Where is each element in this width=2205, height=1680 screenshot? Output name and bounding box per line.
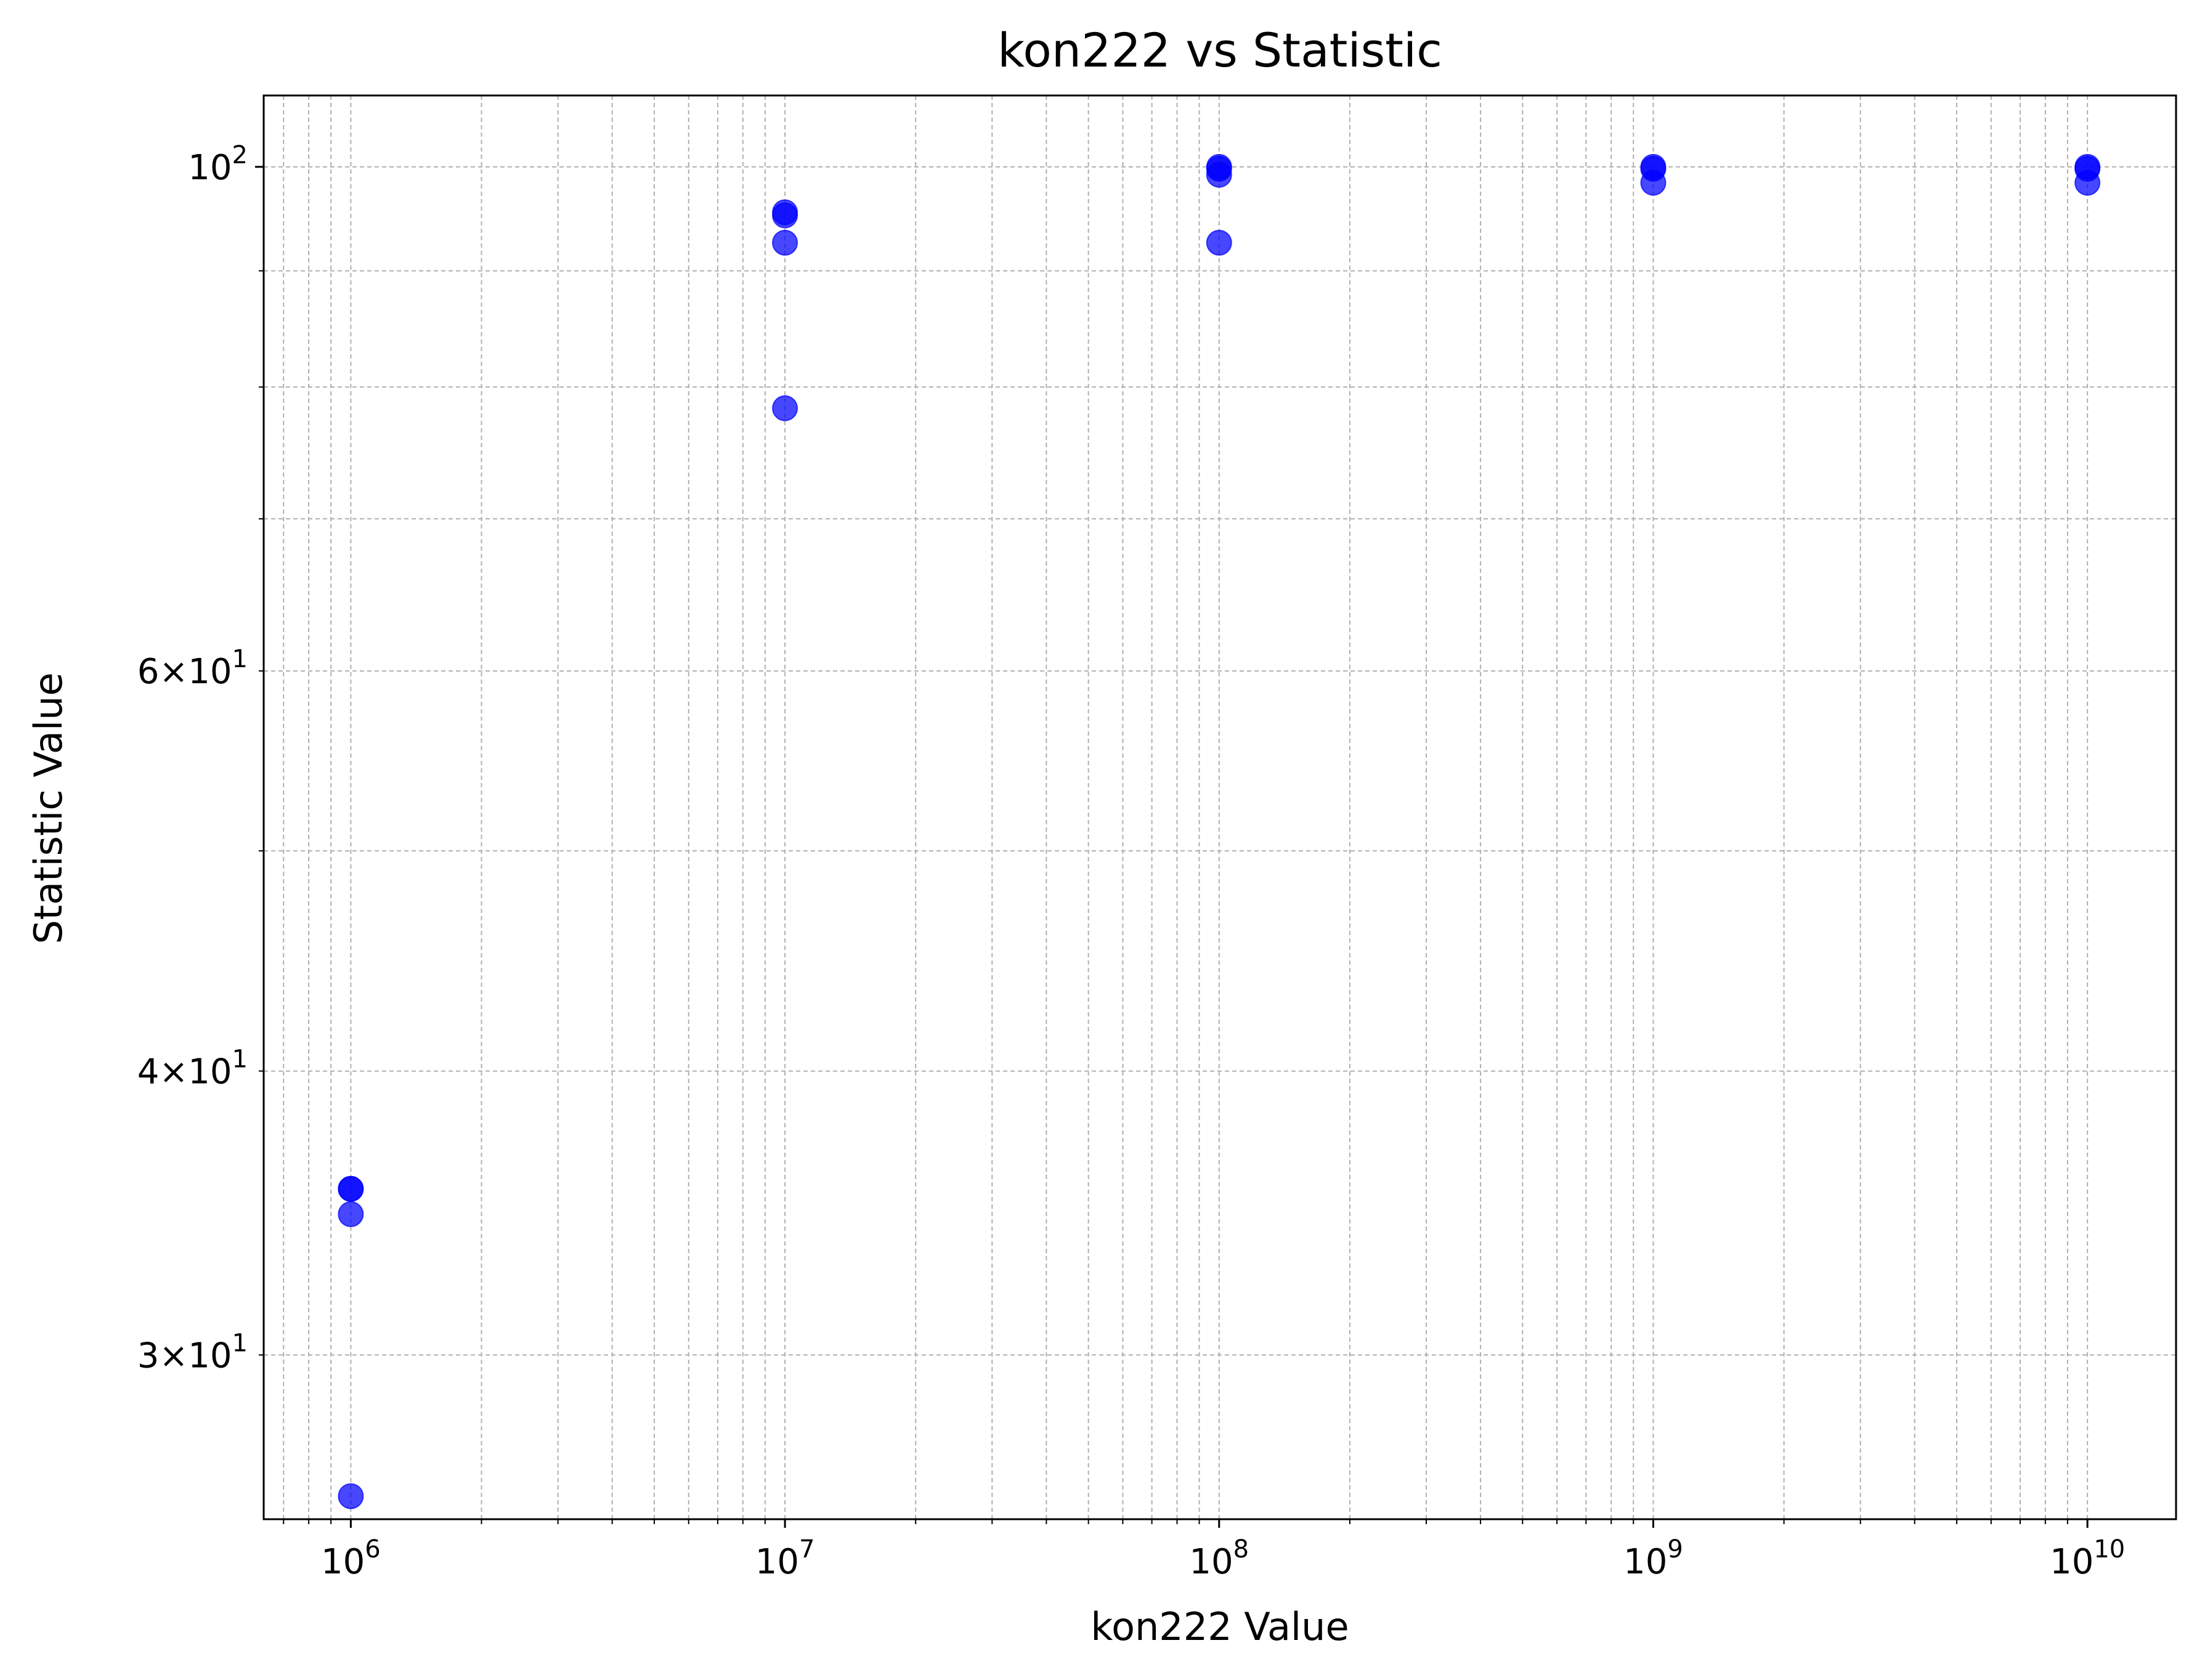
- y-tick-label: 6×101: [137, 645, 248, 692]
- data-point: [1640, 169, 1667, 196]
- chart-title: kon222 vs Statistic: [997, 23, 1442, 78]
- x-tick-label: 1010: [2050, 1535, 2125, 1582]
- data-points: [338, 153, 2101, 1509]
- data-point: [772, 202, 798, 229]
- axis-ticks: 106 107 108 109 1010 3×101 4×101 6×101 102: [137, 141, 2126, 1582]
- x-tick-label: 107: [755, 1535, 815, 1582]
- data-point: [772, 229, 798, 256]
- data-point: [772, 395, 798, 421]
- x-axis-label: kon222 Value: [1090, 1604, 1349, 1649]
- data-point: [2074, 169, 2101, 196]
- data-point: [338, 1201, 364, 1227]
- data-point: [1206, 229, 1232, 256]
- data-point: [338, 1175, 364, 1202]
- data-point: [338, 1483, 364, 1509]
- y-tick-label: 102: [188, 141, 248, 188]
- y-tick-label: 4×101: [137, 1045, 248, 1092]
- data-point: [1206, 161, 1232, 188]
- x-tick-label: 106: [321, 1535, 381, 1582]
- x-tick-label: 108: [1189, 1535, 1249, 1582]
- y-axis-label: Statistic Value: [26, 672, 71, 944]
- y-tick-label: 3×101: [137, 1329, 248, 1376]
- x-tick-label: 109: [1623, 1535, 1683, 1582]
